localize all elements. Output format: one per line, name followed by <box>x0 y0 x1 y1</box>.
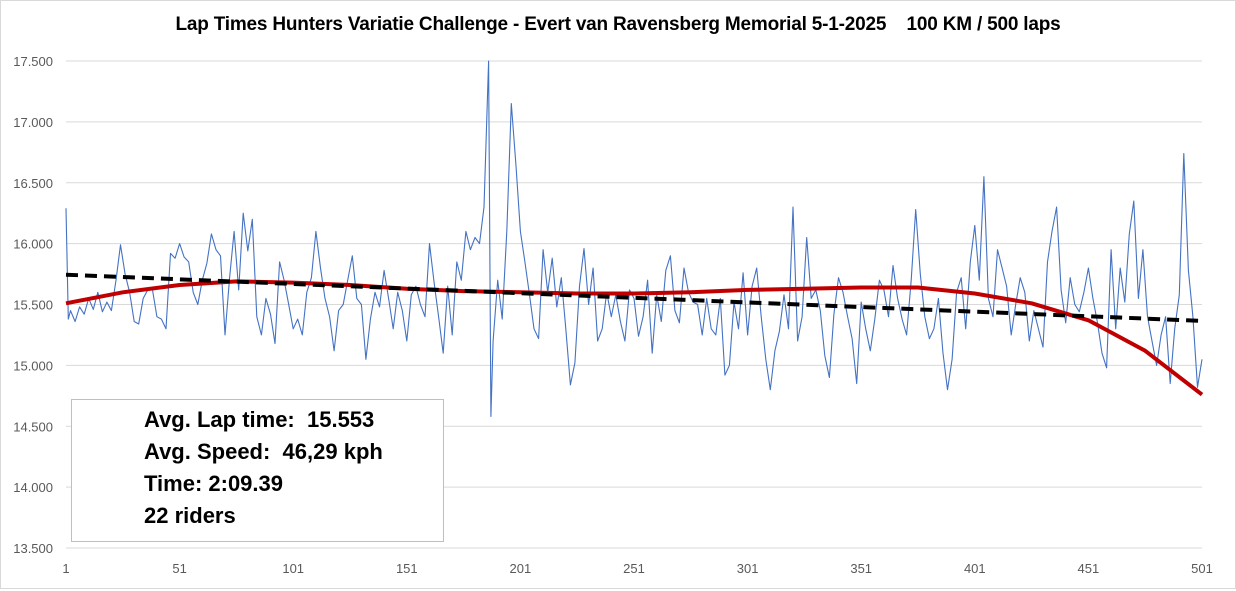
stat-avg-lap-time: Avg. Lap time: 15.553 <box>144 407 375 432</box>
x-tick-label: 1 <box>62 561 69 576</box>
x-tick-label: 501 <box>1191 561 1213 576</box>
y-tick-label: 13.500 <box>13 541 53 556</box>
x-tick-label: 451 <box>1078 561 1100 576</box>
chart-title: Lap Times Hunters Variatie Challenge - E… <box>175 14 1061 35</box>
x-tick-label: 351 <box>850 561 872 576</box>
stat-riders: 22 riders <box>144 503 236 528</box>
y-tick-label: 15.000 <box>13 358 53 373</box>
y-tick-label: 17.500 <box>13 54 53 69</box>
stats-box: Avg. Lap time: 15.553 Avg. Speed: 46,29 … <box>71 399 444 542</box>
x-tick-label: 101 <box>282 561 304 576</box>
lap-time-line <box>65 60 1203 418</box>
x-axis-ticks: 1 51 101 151 201 251 301 351 401 451 501 <box>62 561 1212 576</box>
y-axis-ticks: 13.500 14.000 14.500 15.000 15.500 16.000 16.5… <box>13 54 53 556</box>
y-tick-label: 16.500 <box>13 176 53 191</box>
series-group <box>65 60 1204 418</box>
polynomial-trendline <box>65 279 1204 397</box>
y-tick-label: 15.500 <box>13 298 53 313</box>
stat-avg-speed: Avg. Speed: 46,29 kph <box>144 439 383 464</box>
y-tick-label: 14.500 <box>13 419 53 434</box>
x-tick-label: 51 <box>172 561 186 576</box>
x-tick-label: 301 <box>737 561 759 576</box>
x-tick-label: 151 <box>396 561 418 576</box>
y-tick-label: 17.000 <box>13 115 53 130</box>
stat-total-time: Time: 2:09.39 <box>144 471 284 496</box>
x-tick-label: 401 <box>964 561 986 576</box>
y-tick-label: 14.000 <box>13 480 53 495</box>
x-tick-label: 201 <box>510 561 532 576</box>
y-tick-label: 16.000 <box>13 237 53 252</box>
x-tick-label: 251 <box>623 561 645 576</box>
